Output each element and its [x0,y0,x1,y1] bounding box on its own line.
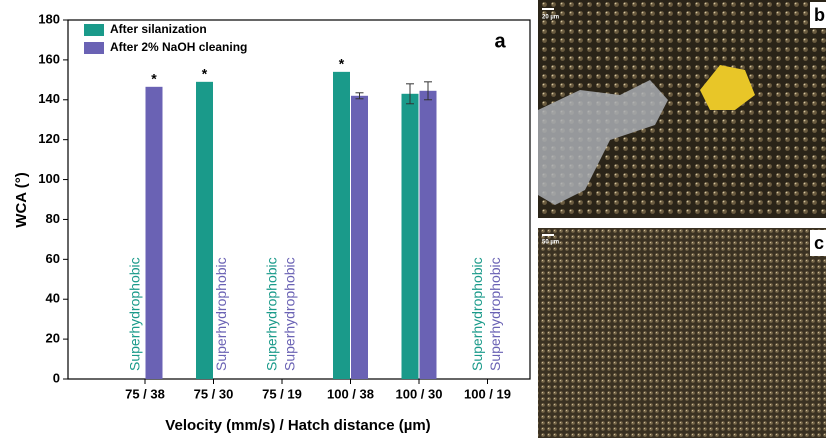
legend-label: After silanization [110,22,207,36]
y-axis-label: WCA (°) [13,172,30,227]
panel-label: c [814,233,824,253]
y-tick-label: 60 [46,251,60,266]
bar-label: Superhydrophobic [282,257,298,371]
x-axis-label: Velocity (mm/s) / Hatch distance (µm) [165,417,430,434]
bar-label: Superhydrophobic [487,257,503,371]
legend-swatch [84,24,104,36]
x-tick-label: 75 / 30 [194,386,234,401]
scale-bar [542,234,554,236]
panel-label: b [814,5,825,25]
bar-label: Superhydrophobic [127,257,143,371]
significance-star: * [151,71,157,87]
x-tick-label: 75 / 38 [125,386,165,401]
bar [419,90,437,379]
plot-frame [67,19,531,380]
legend-label: After 2% NaOH cleaning [110,40,247,54]
photo-c [538,228,826,438]
scale-label: 20 µm [542,15,559,21]
y-tick-label: 0 [53,370,60,385]
y-tick-label: 160 [38,51,60,66]
panel-label: a [494,30,506,52]
y-tick-label: 40 [46,291,60,306]
scale-label: 50 µm [542,240,559,246]
label-box [810,230,826,256]
label-box [810,2,826,28]
significance-star: * [202,66,208,82]
y-tick-label: 80 [46,211,60,226]
x-tick-label: 100 / 19 [464,386,511,401]
x-tick-label: 100 / 38 [327,386,374,401]
bar [145,86,163,379]
x-tick-label: 100 / 30 [396,386,443,401]
legend-swatch [84,42,104,54]
x-tick-label: 75 / 19 [262,386,302,401]
bar [351,95,368,380]
y-tick-label: 100 [38,171,60,186]
significance-star: * [339,56,345,72]
y-tick-label: 20 [46,331,60,346]
bar [196,81,213,380]
bar-label: Superhydrophobic [264,257,280,371]
photo-b [538,0,826,218]
bar-label: Superhydrophobic [213,257,229,371]
bar [333,71,350,379]
bar [401,93,419,380]
y-tick-label: 140 [38,91,60,106]
y-tick-label: 120 [38,131,60,146]
scale-bar [542,8,554,10]
y-tick-label: 180 [38,11,60,26]
bar-label: Superhydrophobic [469,257,485,371]
